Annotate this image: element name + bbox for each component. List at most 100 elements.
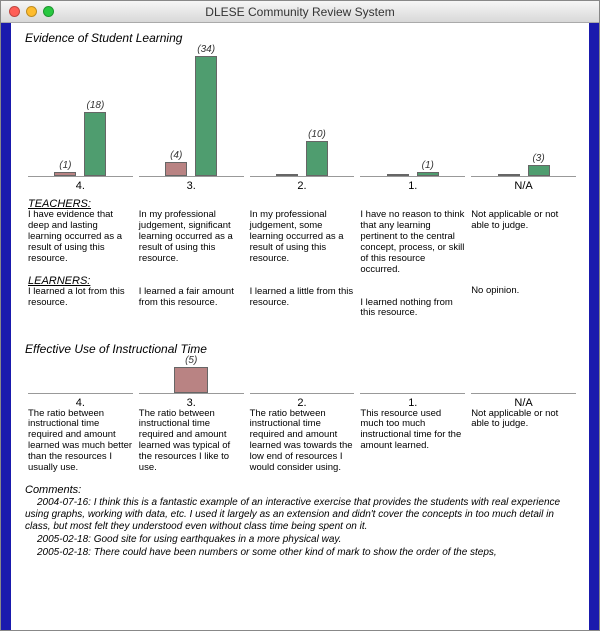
comments-heading: Comments: — [25, 484, 579, 496]
comment-entry: 2004-07-16: I think this is a fantastic … — [25, 497, 579, 533]
comment-date: 2005-02-18: — [37, 534, 94, 545]
learner-bar — [417, 172, 439, 176]
close-button[interactable] — [9, 6, 20, 17]
bar-cell: (10) — [250, 47, 355, 177]
bar-group — [276, 174, 298, 176]
chart1-col: (10) 2. In my professional judgement, some… — [247, 47, 358, 328]
bar-value-label: (1) — [422, 160, 434, 171]
teacher-bar — [165, 162, 187, 176]
time-description: Not applicable or not able to judge. — [471, 409, 576, 469]
app-window: DLESE Community Review System Evidence o… — [0, 0, 600, 631]
window-title: DLESE Community Review System — [1, 5, 599, 19]
bar-group: (5) — [174, 355, 208, 393]
maximize-button[interactable] — [43, 6, 54, 17]
learner-bar — [195, 56, 217, 176]
learner-description: No opinion. — [471, 286, 576, 316]
comment-text: There could have been numbers or some ot… — [94, 547, 497, 558]
time-description: The ratio between instructional time req… — [28, 409, 133, 475]
bar-value-label: (34) — [197, 44, 215, 55]
chart-evidence-of-learning: (1)(18)4.TEACHERS:I have evidence that d… — [25, 47, 579, 328]
bar-group: (34) — [195, 44, 217, 176]
comment-entry: 2005-02-18: There could have been number… — [25, 547, 579, 559]
teacher-bar — [387, 174, 409, 176]
learner-description: I learned a fair amount from this resour… — [139, 287, 244, 317]
teacher-description: Not applicable or not able to judge. — [471, 210, 576, 264]
chart1-col: (1) 1. I have no reason to think that any … — [357, 47, 468, 328]
comment-text: I think this is a fantastic example of a… — [25, 497, 560, 532]
comment-text: Good site for using earthquakes in a mor… — [94, 534, 342, 545]
minimize-button[interactable] — [26, 6, 37, 17]
category-label: 1. — [408, 397, 417, 409]
bar-cell — [250, 358, 355, 394]
chart1-col: (3) N/A Not applicable or not able to judg… — [468, 47, 579, 328]
teacher-bar — [498, 174, 520, 176]
bar-group — [387, 174, 409, 176]
content-area: Evidence of Student Learning (1)(18)4.TE… — [1, 23, 599, 630]
learner-description: I learned nothing from this resource. — [360, 298, 465, 328]
bar-value-label: (3) — [532, 153, 544, 164]
chart2-col: 1.This resource used much too much instr… — [357, 358, 468, 475]
teacher-description: In my professional judgement, some learn… — [250, 210, 355, 265]
section1-title: Evidence of Student Learning — [25, 31, 579, 45]
bar — [174, 367, 208, 393]
category-label: 3. — [187, 397, 196, 409]
bar-cell — [471, 358, 576, 394]
bar-cell: (5) — [139, 358, 244, 394]
bar-group: (1) — [417, 160, 439, 176]
category-label: N/A — [514, 397, 532, 409]
category-label: 2. — [297, 180, 306, 192]
category-label: 1. — [408, 180, 417, 192]
time-description: The ratio between instructional time req… — [139, 409, 244, 475]
chart1-col: (1)(18)4.TEACHERS:I have evidence that d… — [25, 47, 136, 328]
teacher-bar — [54, 172, 76, 176]
bar-group: (4) — [165, 150, 187, 176]
traffic-lights — [9, 6, 54, 17]
bar-cell: (1) (18) — [28, 47, 133, 177]
learner-description: I learned a lot from this resource. — [28, 287, 133, 317]
learner-bar — [528, 165, 550, 176]
titlebar[interactable]: DLESE Community Review System — [1, 1, 599, 23]
learner-bar — [306, 141, 328, 176]
bar-cell: (3) — [471, 47, 576, 177]
chart2-col: 2.The ratio between instructional time r… — [247, 358, 358, 475]
bar-value-label: (4) — [170, 150, 182, 161]
bar-group: (1) — [54, 160, 76, 176]
bar-value-label: (18) — [86, 100, 104, 111]
chart2-col: N/ANot applicable or not able to judge. — [468, 358, 579, 475]
comments-section: Comments: 2004-07-16: I think this is a … — [25, 484, 579, 559]
bar-group: (18) — [84, 100, 106, 176]
bar-value-label: (10) — [308, 129, 326, 140]
category-label: N/A — [514, 180, 532, 192]
bar-group: (10) — [306, 129, 328, 176]
chart2-col: (5) 3.The ratio between instructional tim… — [136, 358, 247, 475]
learners-row-heading: LEARNERS: — [28, 275, 90, 287]
learner-bar — [84, 112, 106, 176]
bar-group: (3) — [528, 153, 550, 176]
learner-description: I learned a little from this resource. — [250, 287, 355, 317]
teacher-description: In my professional judgement, significan… — [139, 210, 244, 265]
bar-cell: (4) (34) — [139, 47, 244, 177]
teacher-description: I have no reason to think that any learn… — [360, 210, 465, 276]
right-margin — [589, 23, 599, 630]
bar-cell — [28, 358, 133, 394]
category-label: 2. — [297, 397, 306, 409]
bar-group — [498, 174, 520, 176]
bar-cell — [360, 358, 465, 394]
teacher-bar — [276, 174, 298, 176]
category-label: 4. — [76, 180, 85, 192]
bar-cell: (1) — [360, 47, 465, 177]
category-label: 4. — [76, 397, 85, 409]
time-description: The ratio between instructional time req… — [250, 409, 355, 475]
left-margin — [1, 23, 11, 630]
time-description: This resource used much too much instruc… — [360, 409, 465, 469]
comment-date: 2005-02-18: — [37, 547, 94, 558]
category-label: 3. — [187, 180, 196, 192]
section2-title: Effective Use of Instructional Time — [25, 342, 579, 356]
chart2-col: 4.The ratio between instructional time r… — [25, 358, 136, 475]
comment-entry: 2005-02-18: Good site for using earthqua… — [25, 534, 579, 546]
chart1-col: (4) (34) 3. In my professional judgement, s… — [136, 47, 247, 328]
bar-value-label: (1) — [59, 160, 71, 171]
chart-instructional-time: 4.The ratio between instructional time r… — [25, 358, 579, 475]
comment-date: 2004-07-16: — [37, 497, 94, 508]
teacher-description: I have evidence that deep and lasting le… — [28, 210, 133, 265]
